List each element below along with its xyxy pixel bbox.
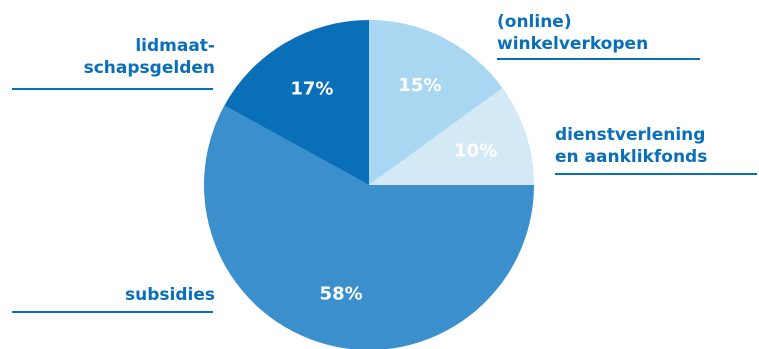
category-label-line: schapsgelden [84, 58, 215, 78]
pie-slice-subsidies [204, 105, 534, 349]
category-label-line: (online) [497, 12, 572, 32]
category-label-subsidies: subsidies [12, 285, 215, 313]
pie-slice-online-winkelverkopen [369, 20, 503, 185]
category-label-online-winkelverkopen: (online)winkelverkopen [497, 12, 700, 60]
category-label-line: en aanklikfonds [555, 147, 707, 167]
category-label-lidmaatschapsgelden: lidmaat-schapsgelden [12, 36, 215, 90]
category-label-line: dienstverlening [555, 125, 705, 145]
category-label-line: subsidies [125, 285, 215, 305]
pie-slice-lidmaatschapsgelden [224, 20, 369, 185]
slice-percent-label-subsidies: 58% [320, 284, 363, 305]
category-label-line: winkelverkopen [497, 34, 648, 54]
pie-slice-dienstverlening-en-aanklikfonds [369, 88, 534, 185]
slice-percent-label-online-winkelverkopen: 15% [398, 75, 441, 96]
slice-percent-label-dienstverlening-en-aanklikfonds: 10% [454, 140, 497, 161]
slice-percent-label-lidmaatschapsgelden: 17% [290, 78, 333, 99]
category-label-line: lidmaat- [135, 36, 215, 56]
